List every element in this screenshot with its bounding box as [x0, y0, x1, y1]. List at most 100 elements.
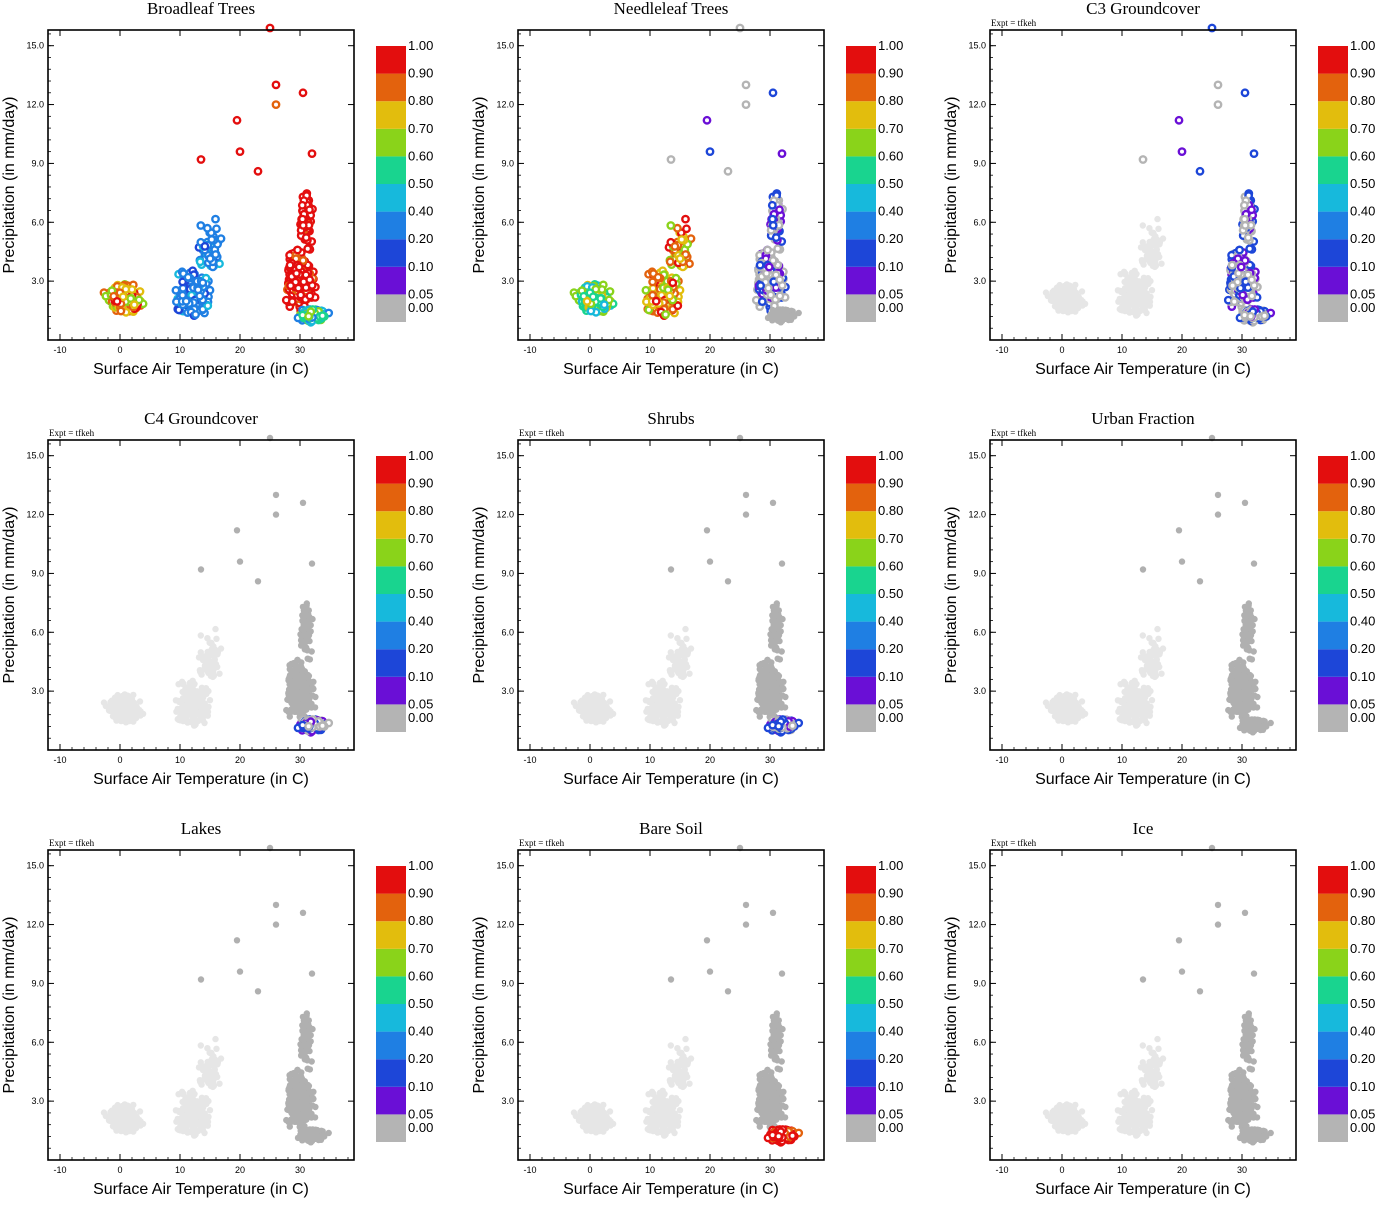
- colorbar-swatch: [376, 649, 406, 677]
- data-point: [212, 661, 218, 667]
- colorbar-label: 0.80: [408, 93, 433, 108]
- data-point: [764, 247, 770, 253]
- data-point: [1245, 234, 1251, 240]
- data-point: [319, 313, 325, 319]
- data-point: [114, 708, 120, 714]
- data-point: [588, 308, 594, 314]
- data-point: [305, 656, 311, 662]
- colorbar-label: 0.10: [1350, 259, 1375, 274]
- colorbar-swatch: [376, 456, 406, 484]
- data-point: [300, 632, 306, 638]
- colorbar-swatch: [376, 156, 406, 184]
- data-point: [1247, 313, 1253, 319]
- x-tick-label: 10: [175, 345, 185, 355]
- data-point: [704, 117, 710, 123]
- data-point: [183, 298, 189, 304]
- colorbar-swatch: [1318, 212, 1348, 240]
- data-point: [1134, 311, 1140, 317]
- data-point: [601, 302, 607, 308]
- data-point: [777, 293, 783, 299]
- data-point: [300, 667, 306, 673]
- data-point: [1139, 259, 1145, 265]
- data-point: [1261, 313, 1267, 319]
- data-point: [1140, 222, 1146, 228]
- data-point: [114, 298, 120, 304]
- data-point: [237, 148, 243, 154]
- data-point: [309, 560, 315, 566]
- data-point: [197, 259, 203, 265]
- colorbar-label: 0.05: [408, 286, 433, 301]
- data-point: [192, 721, 198, 727]
- data-point: [1144, 243, 1150, 249]
- y-tick-label: 3.0: [31, 276, 44, 286]
- colorbar-label: 0.20: [1350, 231, 1375, 246]
- colorbar-label: 0.05: [1350, 286, 1375, 301]
- data-point: [299, 612, 305, 618]
- colorbar-label: 0.40: [408, 204, 433, 219]
- data-point: [766, 264, 772, 270]
- y-tick-label: 9.0: [31, 568, 44, 578]
- x-tick-label: 10: [175, 755, 185, 765]
- colorbar-label: 0.60: [408, 558, 433, 573]
- colorbar-label: 1.00: [408, 38, 433, 53]
- data-point: [1248, 207, 1254, 213]
- data-point: [769, 312, 775, 318]
- data-point: [667, 259, 673, 265]
- data-point: [303, 694, 309, 700]
- colorbar-swatch: [846, 101, 876, 129]
- data-point: [173, 287, 179, 293]
- colorbar-label: 0.05: [878, 286, 903, 301]
- data-point: [303, 234, 309, 240]
- data-point: [1238, 264, 1244, 270]
- data-point: [218, 645, 224, 651]
- colorbar-swatch: [846, 294, 876, 322]
- data-point: [757, 262, 763, 268]
- colorbar-label: 0.90: [1350, 66, 1375, 81]
- data-point: [1056, 298, 1062, 304]
- data-point: [1154, 251, 1160, 257]
- x-tick-label: -10: [53, 345, 66, 355]
- y-tick-label: 12.0: [26, 100, 44, 110]
- data-point: [120, 704, 126, 710]
- data-point: [1071, 286, 1077, 292]
- data-point: [202, 243, 208, 249]
- colorbar-label: 0.50: [1350, 176, 1375, 191]
- data-point: [301, 689, 307, 695]
- data-point: [212, 216, 218, 222]
- data-point: [1127, 274, 1133, 280]
- data-point: [296, 674, 302, 680]
- data-point: [299, 202, 305, 208]
- colorbar-label: 0.60: [1350, 148, 1375, 163]
- data-point: [677, 255, 683, 261]
- expt-label: Expt = tfkeh: [49, 428, 95, 438]
- x-tick-label: 20: [235, 345, 245, 355]
- colorbar-label: 0.00: [878, 300, 903, 315]
- data-point: [237, 558, 243, 564]
- y-axis-label: Precipitation (in mm/day): [1, 97, 18, 274]
- data-point: [1062, 294, 1068, 300]
- colorbar-label: 0.50: [878, 176, 903, 191]
- colorbar-swatch: [376, 566, 406, 594]
- colorbar-swatch: [376, 294, 406, 322]
- x-tick-label: 20: [705, 345, 715, 355]
- data-point: [216, 671, 222, 677]
- data-point: [300, 500, 306, 506]
- colorbar-label: 1.00: [878, 38, 903, 53]
- data-point: [1051, 288, 1057, 294]
- data-point: [298, 292, 304, 298]
- data-point: [255, 168, 261, 174]
- data-point: [307, 277, 313, 283]
- colorbar-swatch: [376, 101, 406, 129]
- colorbar-label: 0.90: [408, 476, 433, 491]
- data-point: [209, 646, 215, 652]
- data-point: [1121, 292, 1127, 298]
- data-point: [200, 690, 206, 696]
- colorbar-label: 0.70: [1350, 121, 1375, 136]
- data-point: [757, 282, 763, 288]
- colorbar-swatch: [846, 129, 876, 157]
- data-point: [1065, 286, 1071, 292]
- data-point: [195, 697, 201, 703]
- colorbar: 0.000.050.100.200.400.500.600.700.800.90…: [1318, 38, 1375, 322]
